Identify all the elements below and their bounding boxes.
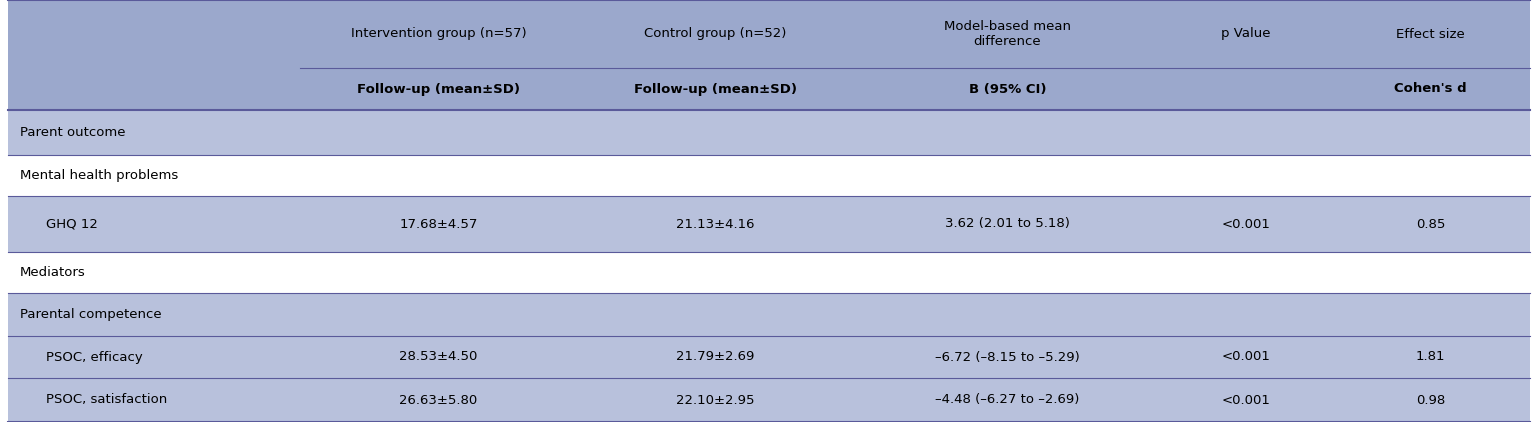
Text: 3.62 (2.01 to 5.18): 3.62 (2.01 to 5.18) <box>944 217 1070 230</box>
Text: <0.001: <0.001 <box>1221 217 1270 230</box>
Text: Follow-up (mean±SD): Follow-up (mean±SD) <box>634 82 797 95</box>
Text: 22.10±2.95: 22.10±2.95 <box>675 393 755 406</box>
Text: 0.98: 0.98 <box>1415 393 1446 406</box>
Text: Intervention group (n=57): Intervention group (n=57) <box>351 27 526 41</box>
Bar <box>8 0 1530 68</box>
Text: GHQ 12: GHQ 12 <box>46 217 98 230</box>
Text: 0.85: 0.85 <box>1415 217 1446 230</box>
Bar <box>8 196 1530 252</box>
Text: Parental competence: Parental competence <box>20 308 161 321</box>
Text: 21.79±2.69: 21.79±2.69 <box>677 351 754 363</box>
Text: B (95% CI): B (95% CI) <box>969 82 1046 95</box>
Bar <box>8 293 1530 336</box>
Text: Mediators: Mediators <box>20 266 86 279</box>
Text: –6.72 (–8.15 to –5.29): –6.72 (–8.15 to –5.29) <box>935 351 1080 363</box>
Text: 17.68±4.57: 17.68±4.57 <box>400 217 477 230</box>
Bar <box>8 378 1530 422</box>
Text: Parent outcome: Parent outcome <box>20 126 126 139</box>
Text: Control group (n=52): Control group (n=52) <box>644 27 786 41</box>
Bar <box>8 155 1530 196</box>
Text: PSOC, efficacy: PSOC, efficacy <box>46 351 143 363</box>
Bar <box>8 68 1530 110</box>
Text: Model-based mean
difference: Model-based mean difference <box>944 20 1070 48</box>
Bar <box>8 336 1530 378</box>
Text: <0.001: <0.001 <box>1221 393 1270 406</box>
Text: –4.48 (–6.27 to –2.69): –4.48 (–6.27 to –2.69) <box>935 393 1080 406</box>
Text: Mental health problems: Mental health problems <box>20 169 178 182</box>
Text: PSOC, satisfaction: PSOC, satisfaction <box>46 393 168 406</box>
Text: Effect size: Effect size <box>1397 27 1464 41</box>
Text: 21.13±4.16: 21.13±4.16 <box>675 217 755 230</box>
Text: <0.001: <0.001 <box>1221 351 1270 363</box>
Text: 26.63±5.80: 26.63±5.80 <box>400 393 477 406</box>
Bar <box>8 252 1530 293</box>
Text: Follow-up (mean±SD): Follow-up (mean±SD) <box>357 82 520 95</box>
Text: Cohen's d: Cohen's d <box>1393 82 1467 95</box>
Bar <box>8 110 1530 155</box>
Text: 1.81: 1.81 <box>1415 351 1446 363</box>
Text: p Value: p Value <box>1221 27 1270 41</box>
Text: 28.53±4.50: 28.53±4.50 <box>400 351 477 363</box>
